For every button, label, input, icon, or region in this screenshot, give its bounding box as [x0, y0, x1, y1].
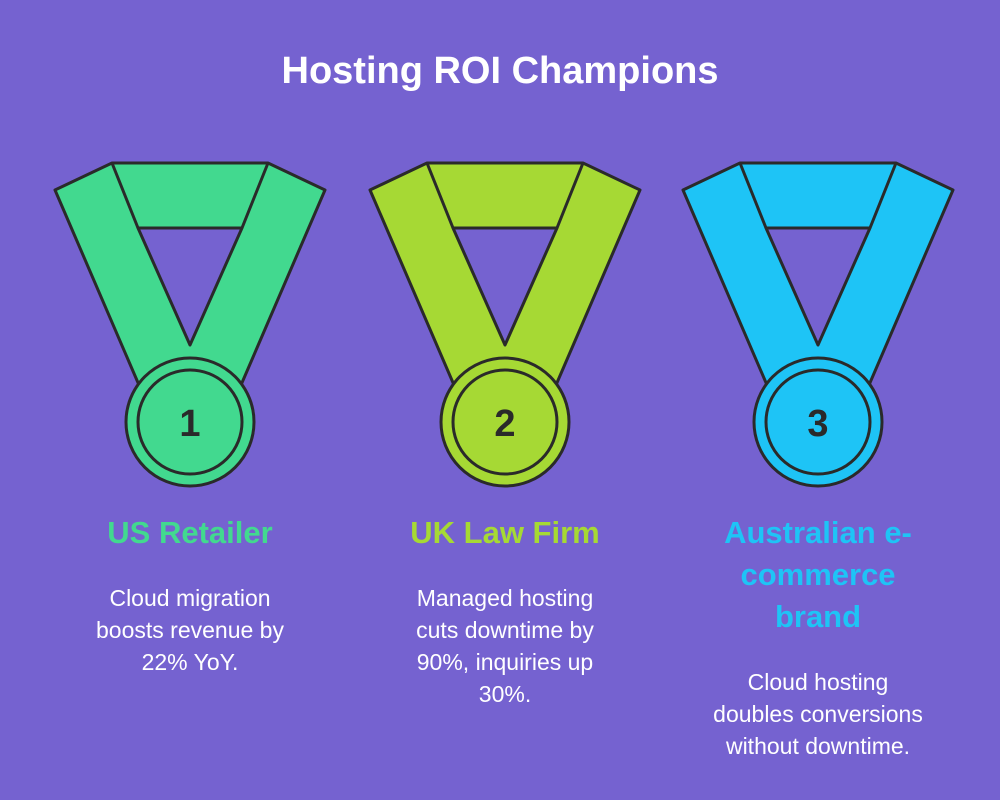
page-title: Hosting ROI Champions [281, 50, 719, 92]
medal-description: Managed hosting cuts downtime by 90%, in… [416, 585, 594, 707]
medal-text: Australian e-commerce brand Cloud hosting… [693, 512, 943, 762]
medal-inner [451, 368, 559, 476]
medal-inner [764, 368, 872, 476]
medal-number: 1 [179, 403, 200, 445]
ribbon-hole [136, 226, 244, 347]
medal-number: 2 [494, 403, 515, 445]
ribbon-fold [425, 162, 455, 229]
medal: 3 [681, 161, 955, 488]
ribbon-fold [240, 162, 270, 229]
ribbon-fold [738, 162, 768, 229]
ribbon-hole [764, 226, 872, 347]
ribbon-fold [868, 162, 898, 229]
medal-text: US Retailer Cloud migration boosts revenu… [65, 512, 315, 678]
medal-title: Australian e-commerce brand [724, 515, 912, 634]
medal-text: UK Law Firm Managed hosting cuts downtime… [380, 512, 630, 710]
ribbon-hole [451, 226, 559, 347]
medal-description: Cloud hosting doubles conversions withou… [713, 669, 923, 759]
ribbon-fold [555, 162, 585, 229]
medal-title: US Retailer [107, 515, 273, 550]
ribbon-fold [110, 162, 140, 229]
medal-number: 3 [807, 403, 828, 445]
medal: 2 [368, 161, 642, 488]
medal-inner [136, 368, 244, 476]
medal: 1 [53, 161, 327, 488]
medal-title: UK Law Firm [410, 515, 600, 550]
medal-description: Cloud migration boosts revenue by 22% Yo… [96, 585, 284, 675]
